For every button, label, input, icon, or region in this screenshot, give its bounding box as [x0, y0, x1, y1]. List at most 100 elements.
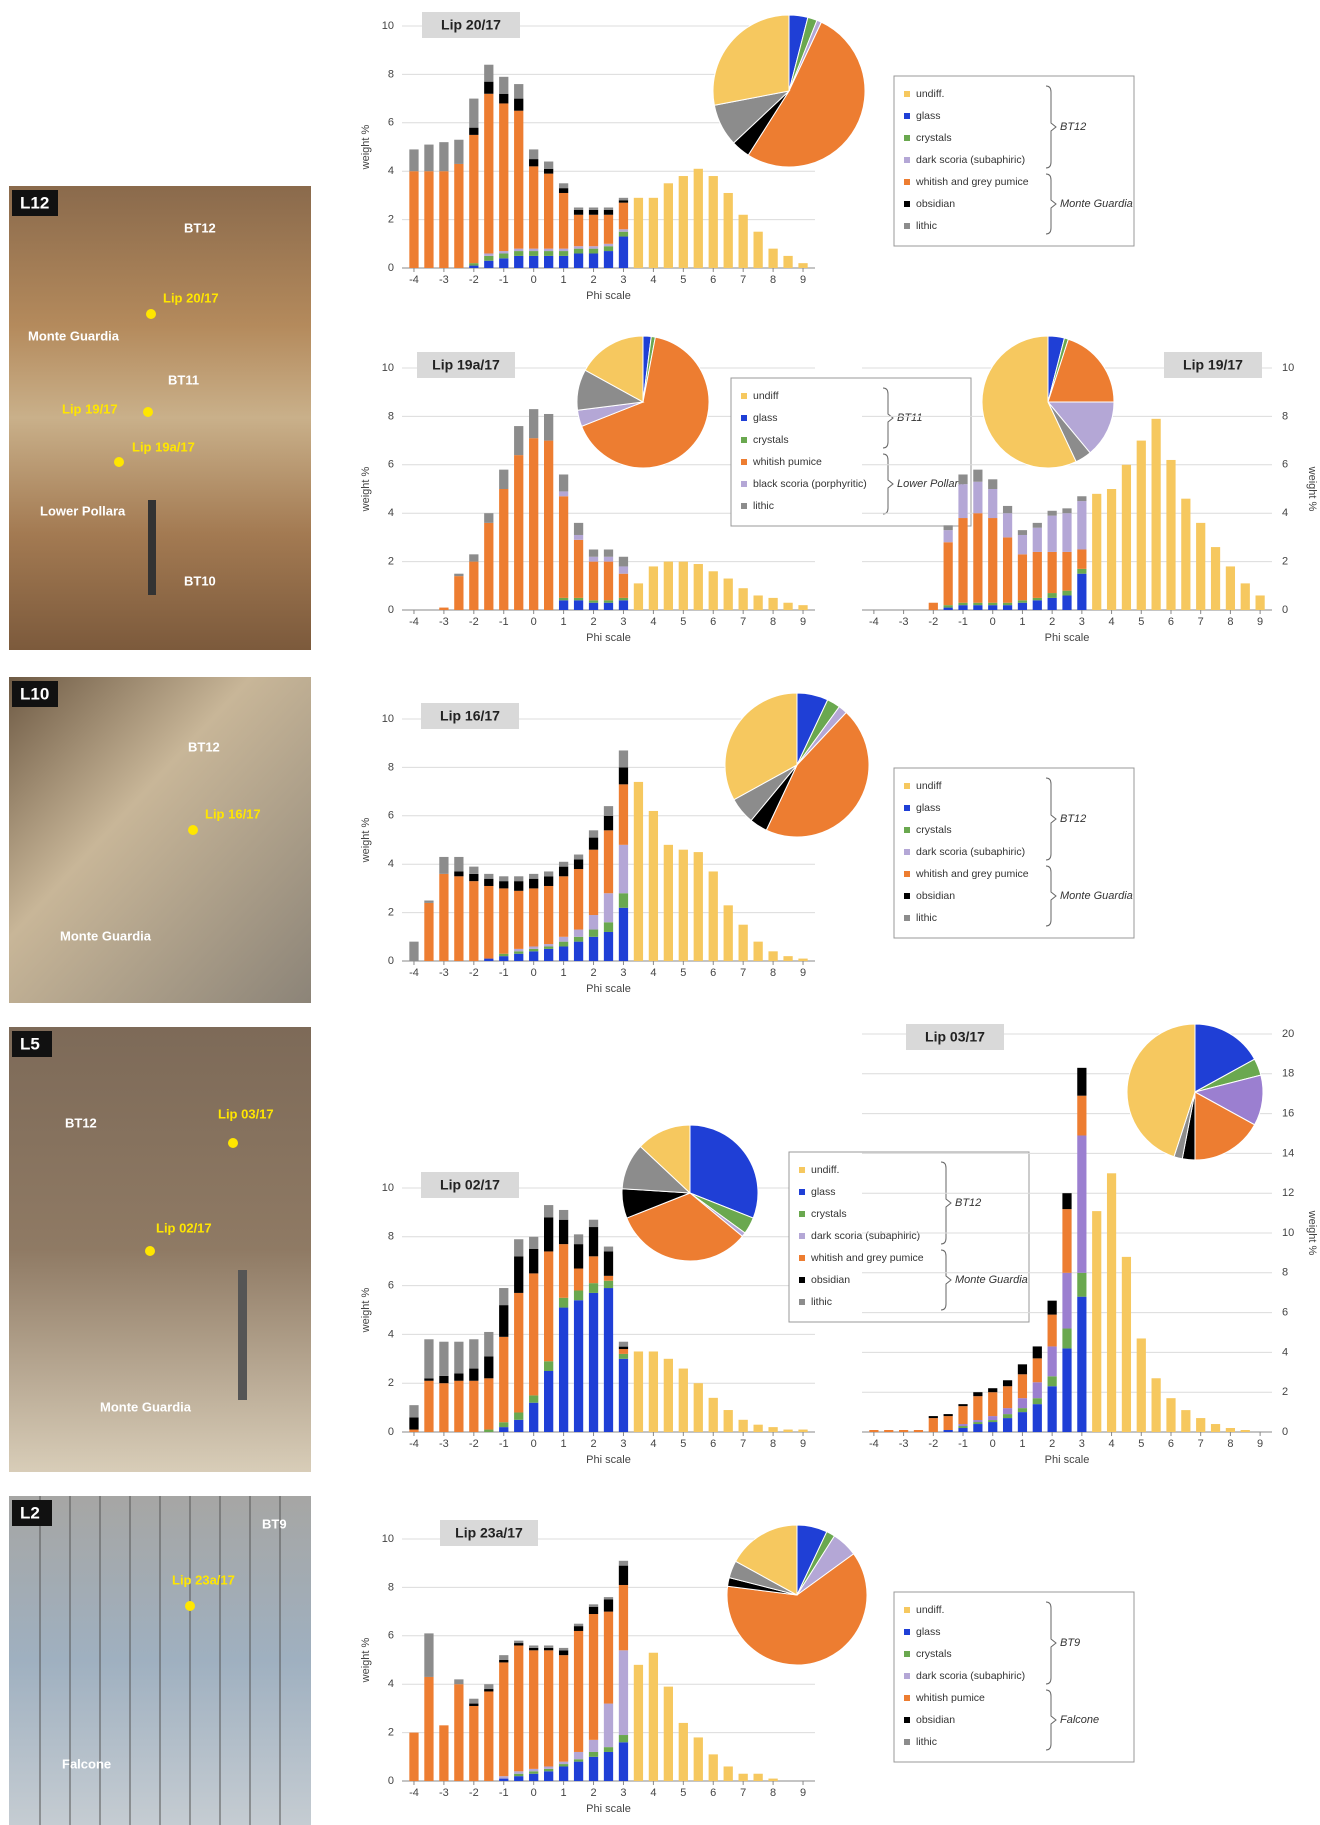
bar-segment	[544, 1217, 554, 1252]
bar-segment	[514, 1776, 524, 1781]
bar-segment	[973, 1420, 983, 1423]
x-tick-label: -4	[409, 274, 419, 286]
x-axis-label: Phi scale	[586, 1803, 631, 1815]
bar-segment	[588, 830, 599, 838]
bar-segment	[1002, 605, 1013, 610]
bar-segment	[573, 539, 584, 598]
legend-label: dark scoria (subaphiric)	[916, 846, 1025, 858]
y-tick-label: 2	[388, 1377, 394, 1389]
bar-segment	[544, 1205, 554, 1218]
legend-marker	[741, 459, 747, 465]
bar-segment	[943, 530, 953, 543]
y-tick-label: 2	[388, 907, 394, 919]
bar-segment	[783, 602, 793, 610]
chart-title: Lip 16/17	[440, 708, 500, 724]
legend-label: whitish and grey pumice	[810, 1252, 924, 1264]
legend-label: lithic	[916, 220, 937, 232]
bar-segment	[558, 597, 569, 601]
photo	[9, 186, 311, 650]
bar-segment	[973, 605, 983, 610]
bar-segment	[618, 236, 629, 268]
bar-segment	[603, 893, 614, 923]
bar-segment	[499, 1660, 509, 1663]
bar-segment	[573, 600, 584, 610]
bar-segment	[529, 873, 539, 879]
title-box	[1164, 352, 1262, 378]
x-tick-label: 2	[590, 274, 596, 286]
y-tick-label: 2	[388, 214, 394, 226]
bar-segment	[1017, 1398, 1028, 1409]
bar-segment	[588, 1614, 599, 1740]
bar-segment	[558, 1761, 569, 1765]
x-tick-label: 7	[740, 1787, 746, 1799]
legend-brace	[1045, 85, 1057, 169]
legend-marker	[904, 915, 910, 921]
bar-segment	[499, 1336, 509, 1423]
y-tick-label: 18	[1282, 1068, 1294, 1080]
bar-segment	[573, 1268, 584, 1291]
x-tick-label: -1	[499, 967, 509, 979]
bar-segment	[1017, 1408, 1028, 1413]
legend-marker	[904, 827, 910, 833]
photo-label: L12	[20, 193, 49, 212]
bar-segment	[573, 1623, 584, 1627]
bar-segment	[988, 1416, 998, 1421]
bar-segment	[618, 566, 629, 574]
x-tick-label: 9	[800, 1438, 806, 1450]
bar-segment	[1032, 597, 1042, 601]
bar-segment	[1077, 1135, 1087, 1273]
bar-segment	[558, 941, 569, 947]
bar-segment	[529, 409, 539, 439]
bar-segment	[499, 953, 509, 957]
legend-label: whitish and grey pumice	[915, 176, 1029, 188]
bar-segment	[484, 1691, 494, 1781]
bar-segment	[499, 469, 509, 489]
bar-segment	[648, 810, 659, 961]
x-tick-label: -1	[958, 1438, 968, 1450]
bar-segment	[958, 484, 968, 519]
bar-segment	[588, 1219, 599, 1228]
bar-segment	[439, 607, 449, 610]
bar-segment	[928, 1416, 938, 1419]
photo-l12: L12 BT12 Lip 20/17 Monte Guardia BT11 Li…	[9, 186, 311, 650]
bar-segment	[573, 246, 584, 249]
bar-segment	[988, 602, 998, 606]
bar-segment	[1062, 1193, 1072, 1210]
bar-segment	[558, 1650, 569, 1656]
bar-segment	[943, 1416, 953, 1431]
bar-segment	[573, 253, 584, 268]
bar-segment	[618, 1353, 629, 1359]
bar-segment	[1047, 510, 1057, 516]
bar-segment	[618, 893, 629, 908]
x-tick-label: -1	[499, 1787, 509, 1799]
bar-segment	[603, 806, 614, 816]
bar-segment	[633, 1664, 644, 1781]
bar-segment	[1017, 1364, 1028, 1375]
legend-brace	[882, 387, 894, 449]
bar-segment	[544, 944, 554, 947]
bar-segment	[958, 1404, 968, 1407]
bar-segment	[603, 1275, 614, 1281]
bar-segment	[663, 1358, 673, 1432]
bar-segment	[573, 1244, 584, 1269]
title-box	[440, 1520, 538, 1546]
bar-segment	[544, 413, 554, 441]
bar-segment	[1077, 496, 1087, 502]
bar-segment	[499, 1778, 509, 1781]
legend-group-label: BT12	[1060, 121, 1086, 133]
y-tick-label: 10	[382, 1533, 394, 1545]
legend-label: lithic	[916, 912, 937, 924]
bar-segment	[1002, 537, 1013, 603]
bar-segment	[678, 561, 688, 610]
bar-segment	[439, 1375, 449, 1384]
bar-segment	[409, 1405, 419, 1418]
photo-label: L10	[20, 684, 49, 703]
bar-segment	[973, 469, 983, 482]
bar-segment	[648, 1351, 659, 1432]
bar-segment	[943, 1414, 953, 1417]
bar-segment	[424, 144, 434, 172]
legend-marker	[799, 1233, 805, 1239]
bar-segment	[618, 573, 629, 598]
bar-segment	[1151, 1378, 1161, 1432]
